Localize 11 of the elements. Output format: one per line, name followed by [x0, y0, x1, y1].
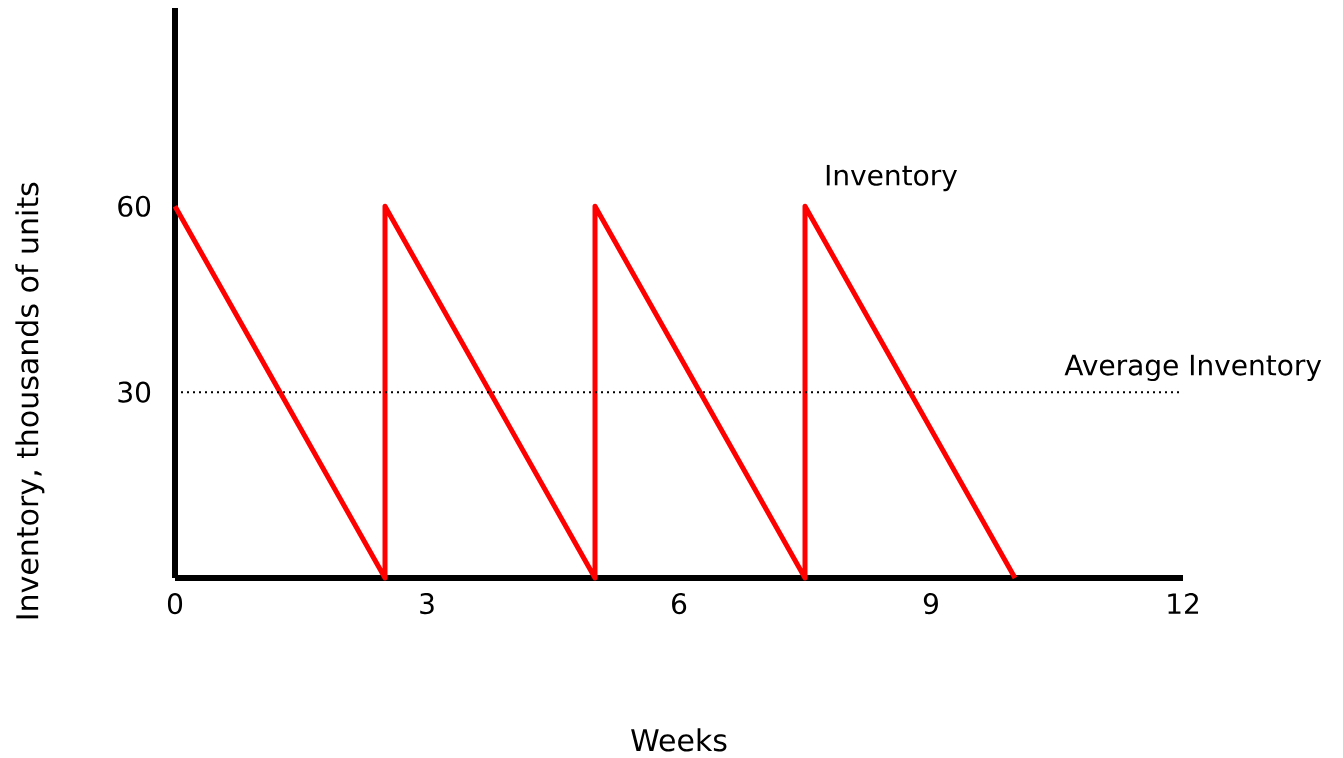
- x-tick-label: 6: [672, 593, 687, 615]
- annotation: Inventory: [826, 164, 957, 192]
- y-tick-label: 30: [118, 381, 151, 403]
- y-tick-label: 60: [118, 195, 151, 217]
- x-tick-label: 9: [923, 593, 938, 615]
- x-tick-label: 3: [420, 593, 434, 615]
- ref-line-label: Average Inventory: [1064, 354, 1322, 382]
- x-tick-label: 12: [1168, 593, 1199, 614]
- x-tick-label: 0: [167, 593, 183, 615]
- y-axis-title: Inventory, thousands of units: [15, 182, 45, 619]
- x-axis-title: Weeks: [631, 728, 727, 752]
